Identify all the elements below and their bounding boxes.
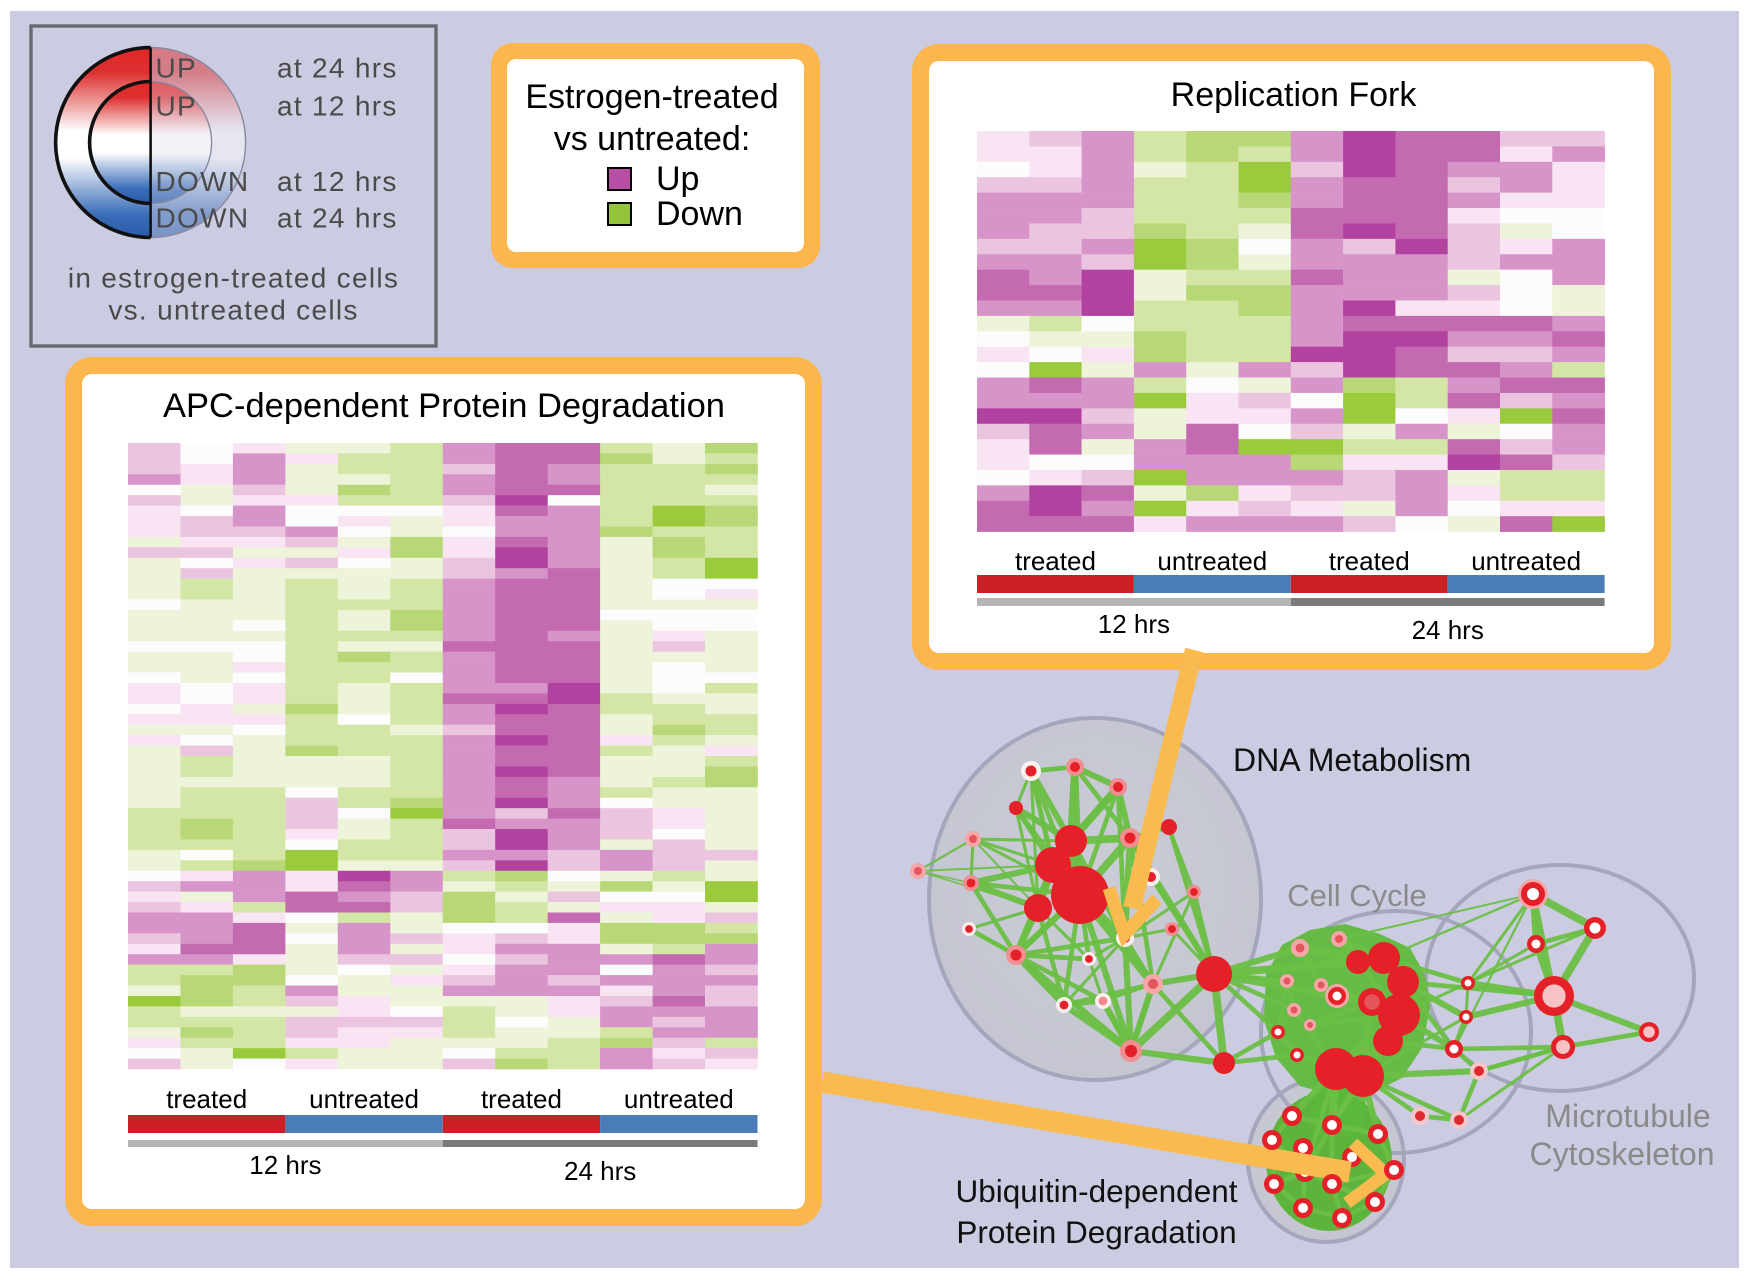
svg-text:Cell Cycle: Cell Cycle xyxy=(1287,878,1427,913)
svg-text:untreated: untreated xyxy=(624,1084,734,1114)
svg-text:treated: treated xyxy=(1329,546,1410,576)
svg-text:DNA Metabolism: DNA Metabolism xyxy=(1233,742,1471,778)
svg-text:Cytoskeleton: Cytoskeleton xyxy=(1530,1136,1715,1172)
svg-text:at 12 hrs: at 12 hrs xyxy=(277,166,398,197)
svg-text:at 12 hrs: at 12 hrs xyxy=(277,91,398,122)
svg-text:UP: UP xyxy=(156,91,198,122)
svg-text:untreated: untreated xyxy=(1471,546,1581,576)
svg-text:vs. untreated cells: vs. untreated cells xyxy=(108,295,358,326)
svg-text:Down: Down xyxy=(656,195,743,233)
svg-text:DOWN: DOWN xyxy=(156,166,250,197)
svg-text:untreated: untreated xyxy=(1157,546,1267,576)
svg-text:at 24 hrs: at 24 hrs xyxy=(277,53,398,84)
svg-text:UP: UP xyxy=(156,53,198,84)
svg-text:treated: treated xyxy=(1015,546,1096,576)
svg-text:APC-dependent Protein Degradat: APC-dependent Protein Degradation xyxy=(163,387,725,425)
svg-text:at 24 hrs: at 24 hrs xyxy=(277,202,398,233)
svg-text:12 hrs: 12 hrs xyxy=(1098,609,1170,639)
svg-text:Ubiquitin-dependent: Ubiquitin-dependent xyxy=(956,1173,1238,1209)
svg-text:in estrogen-treated cells: in estrogen-treated cells xyxy=(68,263,399,294)
svg-text:treated: treated xyxy=(166,1084,247,1114)
svg-text:untreated: untreated xyxy=(309,1084,419,1114)
svg-text:24 hrs: 24 hrs xyxy=(1412,615,1484,645)
svg-text:Up: Up xyxy=(656,160,699,198)
svg-text:treated: treated xyxy=(481,1084,562,1114)
svg-text:Microtubule: Microtubule xyxy=(1545,1098,1710,1134)
svg-text:24 hrs: 24 hrs xyxy=(564,1156,636,1186)
svg-text:DOWN: DOWN xyxy=(156,202,250,233)
svg-text:Protein Degradation: Protein Degradation xyxy=(956,1214,1236,1250)
svg-text:Estrogen-treated: Estrogen-treated xyxy=(525,78,778,116)
svg-text:vs untreated:: vs untreated: xyxy=(554,120,751,158)
svg-text:12 hrs: 12 hrs xyxy=(249,1150,321,1180)
svg-text:Replication Fork: Replication Fork xyxy=(1171,76,1418,114)
